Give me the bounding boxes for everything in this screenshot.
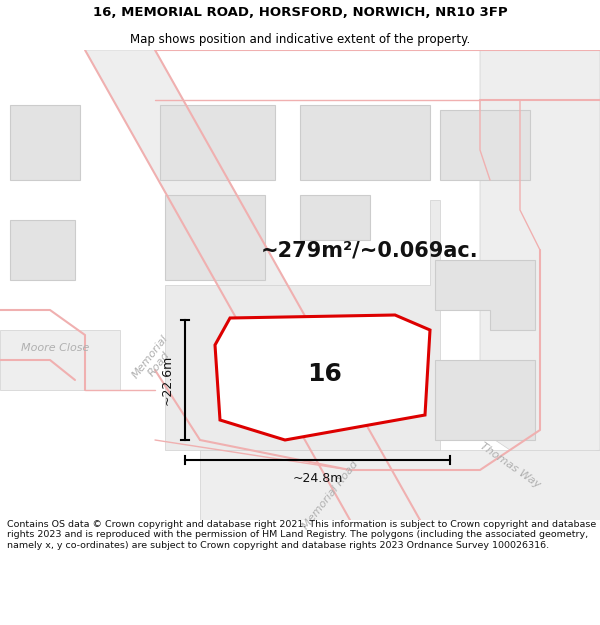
Polygon shape	[300, 105, 430, 180]
Polygon shape	[10, 220, 75, 280]
Polygon shape	[440, 110, 530, 180]
Polygon shape	[200, 450, 600, 520]
Polygon shape	[10, 105, 80, 180]
Text: Map shows position and indicative extent of the property.: Map shows position and indicative extent…	[130, 32, 470, 46]
Text: Contains OS data © Crown copyright and database right 2021. This information is : Contains OS data © Crown copyright and d…	[7, 520, 596, 550]
Polygon shape	[165, 195, 265, 280]
Polygon shape	[165, 200, 440, 450]
Polygon shape	[0, 330, 120, 390]
Text: ~279m²/~0.069ac.: ~279m²/~0.069ac.	[261, 240, 479, 260]
Polygon shape	[480, 50, 600, 470]
Text: 16: 16	[307, 362, 342, 386]
Text: Moore Close: Moore Close	[21, 343, 89, 353]
Text: Memorial
Road: Memorial Road	[131, 333, 179, 387]
Text: 16, MEMORIAL ROAD, HORSFORD, NORWICH, NR10 3FP: 16, MEMORIAL ROAD, HORSFORD, NORWICH, NR…	[92, 6, 508, 19]
Polygon shape	[435, 260, 535, 330]
Polygon shape	[435, 360, 535, 440]
Text: ~22.6m: ~22.6m	[161, 355, 173, 405]
Polygon shape	[300, 195, 370, 240]
Polygon shape	[85, 50, 420, 520]
Text: ~24.8m: ~24.8m	[292, 471, 343, 484]
Polygon shape	[215, 315, 430, 440]
Text: Thomas Way: Thomas Way	[478, 441, 542, 489]
Polygon shape	[160, 105, 275, 180]
Text: Memorial Road: Memorial Road	[300, 459, 360, 531]
